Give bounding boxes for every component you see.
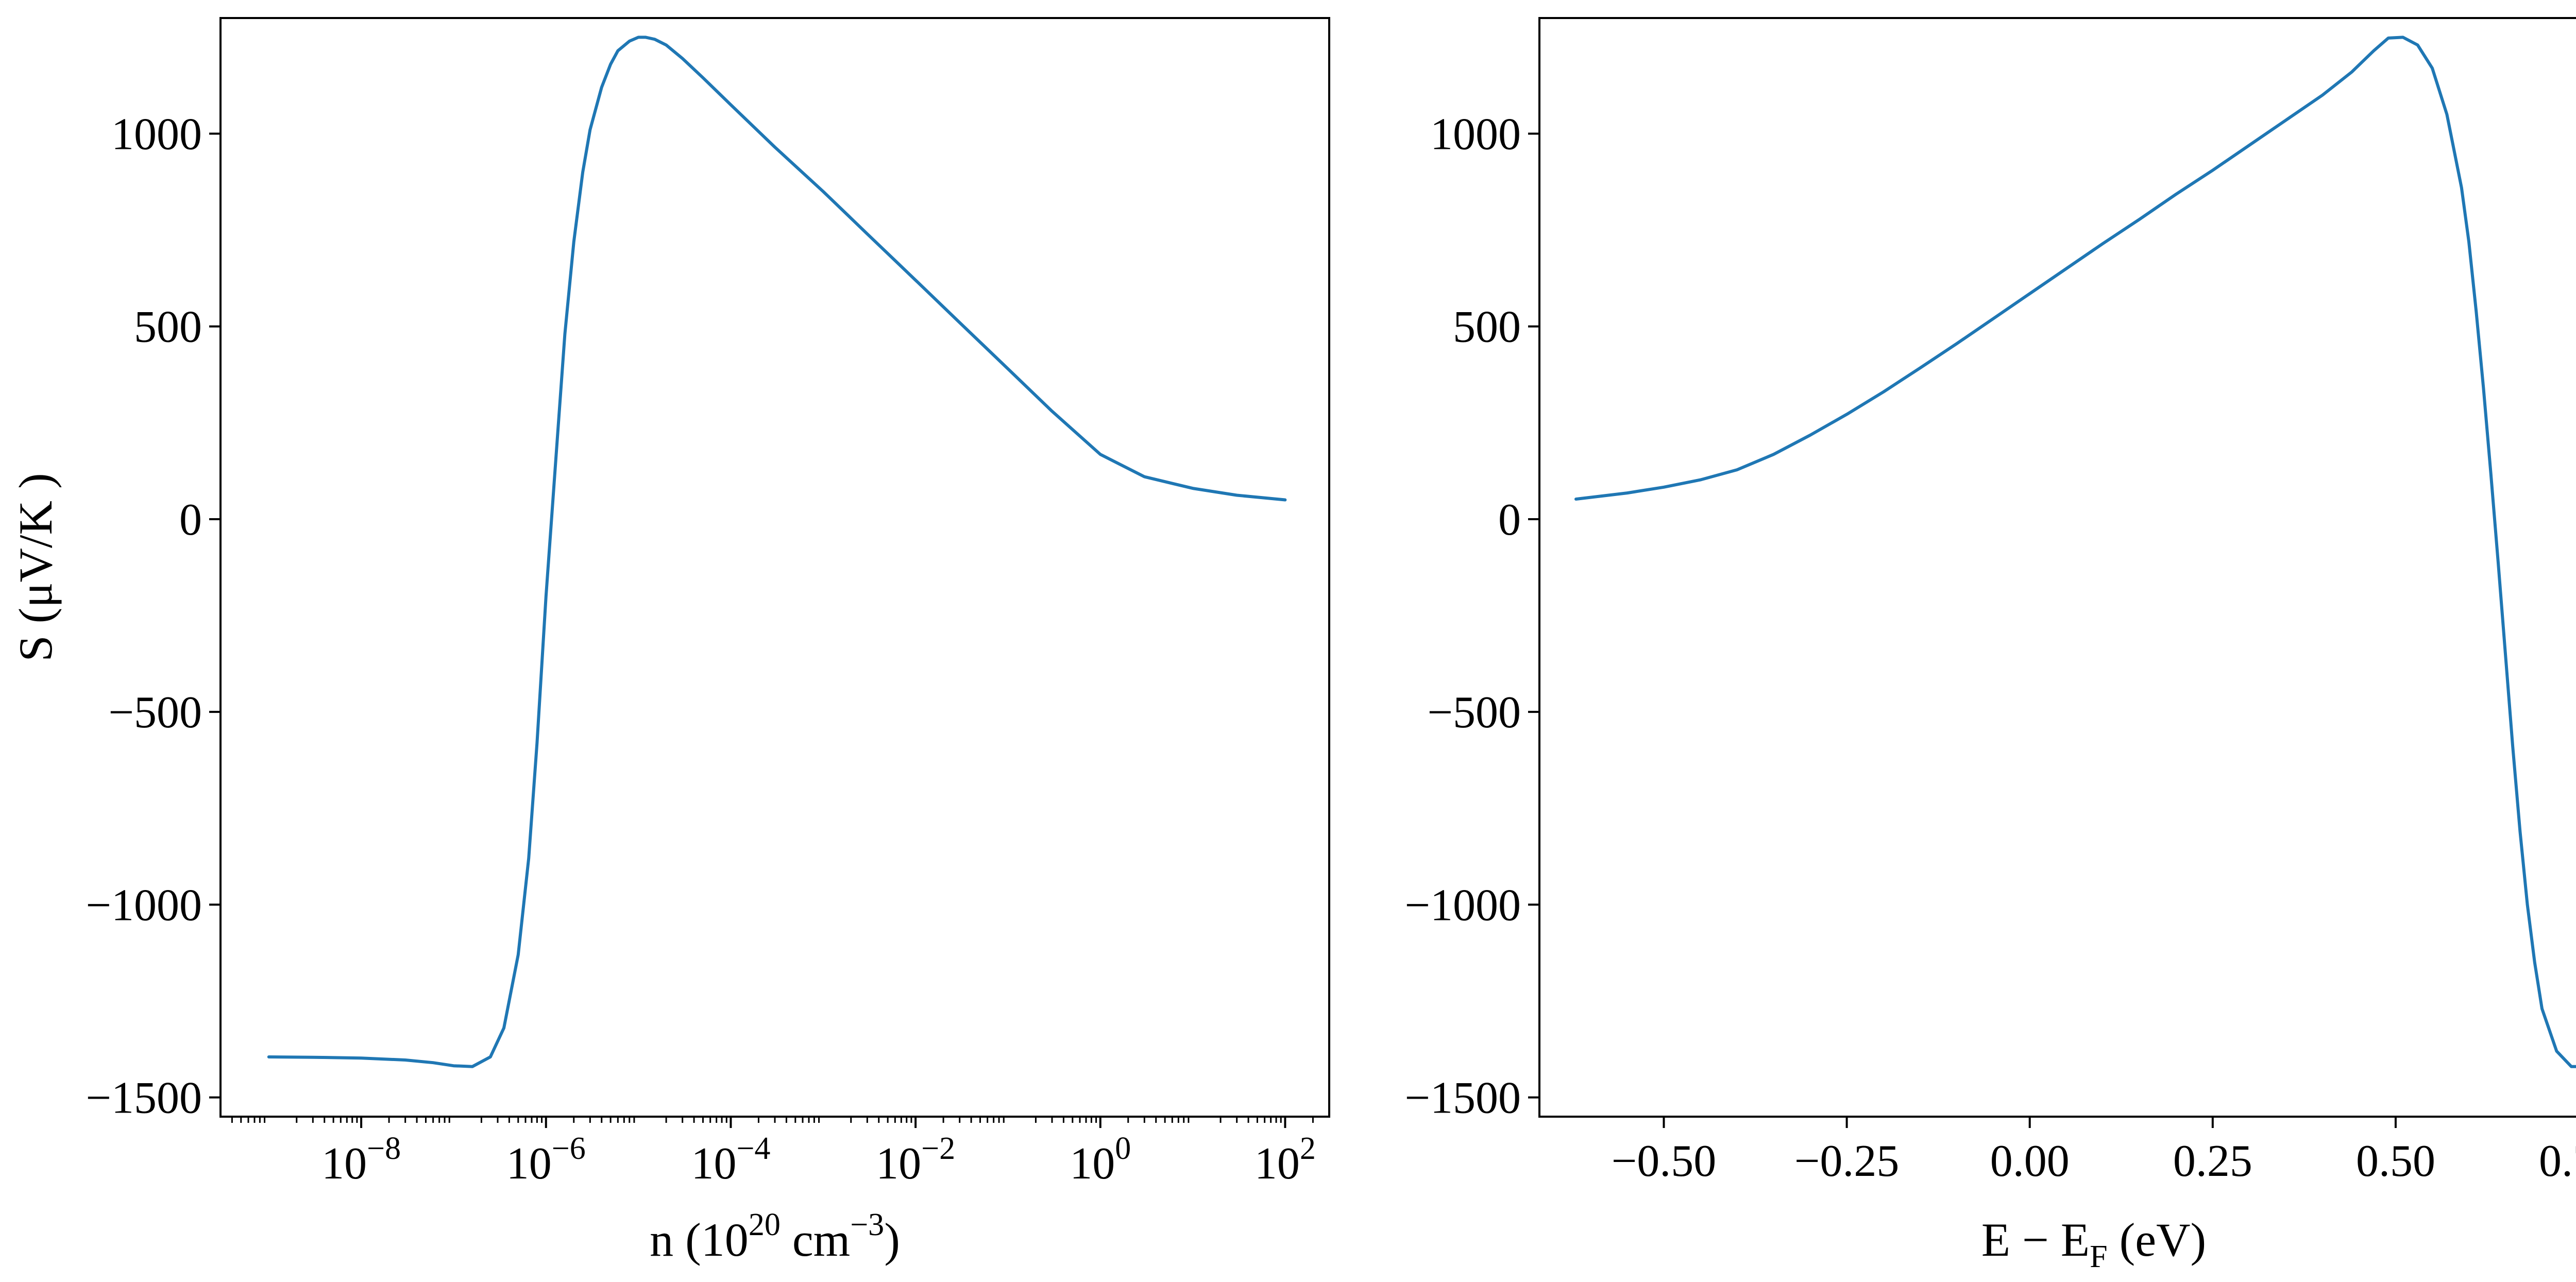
y-tick-label: −1500	[86, 1073, 202, 1123]
y-tick-label: 0	[1498, 495, 1521, 545]
y-tick-label: −500	[1427, 688, 1521, 738]
y-tick-label: −1000	[1404, 880, 1521, 930]
y-tick-label: 1000	[1430, 110, 1521, 160]
x-tick-label: 102	[1255, 1131, 1316, 1189]
x-tick-label: 0.75	[2539, 1136, 2576, 1186]
x-tick-label: 10−4	[691, 1131, 770, 1189]
x-tick-label: 10−6	[506, 1131, 586, 1189]
plot-frame	[219, 17, 1330, 1118]
series-line-1	[1574, 36, 2576, 1068]
y-tick-label: 500	[134, 302, 202, 352]
y-axis-label: S (μV/K )	[9, 473, 62, 661]
y-tick-label: −1000	[86, 880, 202, 930]
x-tick-label: −0.25	[1794, 1136, 1900, 1186]
y-tick-label: 1000	[111, 110, 202, 160]
x-tick-label: 10−8	[321, 1131, 401, 1189]
x-tick-label: −0.50	[1612, 1136, 1717, 1186]
chart-panel-2: −1500 −1000 −500 0 500 1000 −0.50 −0.25 0.00 0.25…	[1404, 17, 2576, 1274]
x-axis-label: n (1020 cm−3)	[650, 1207, 900, 1266]
x-tick-label: 10−2	[876, 1131, 955, 1189]
y-tick-label: 500	[1453, 302, 1521, 352]
series-line-1	[267, 36, 1287, 1068]
x-tick-label: 0.00	[1990, 1136, 2070, 1186]
y-tick-label: 0	[179, 495, 202, 545]
x-tick-label: 0.25	[2173, 1136, 2252, 1186]
x-tick-label: 100	[1070, 1131, 1131, 1189]
x-tick-label: 0.50	[2356, 1136, 2435, 1186]
x-axis-label: E − EF (eV)	[1981, 1213, 2206, 1274]
chart-panel-1: −1500 −1000 −500 0 500 1000 10−8 10−6 10−4 10−2 10…	[9, 17, 1330, 1266]
y-tick-label: −500	[108, 688, 202, 738]
y-tick-label: −1500	[1404, 1073, 1521, 1123]
plot-frame	[1538, 17, 2576, 1118]
